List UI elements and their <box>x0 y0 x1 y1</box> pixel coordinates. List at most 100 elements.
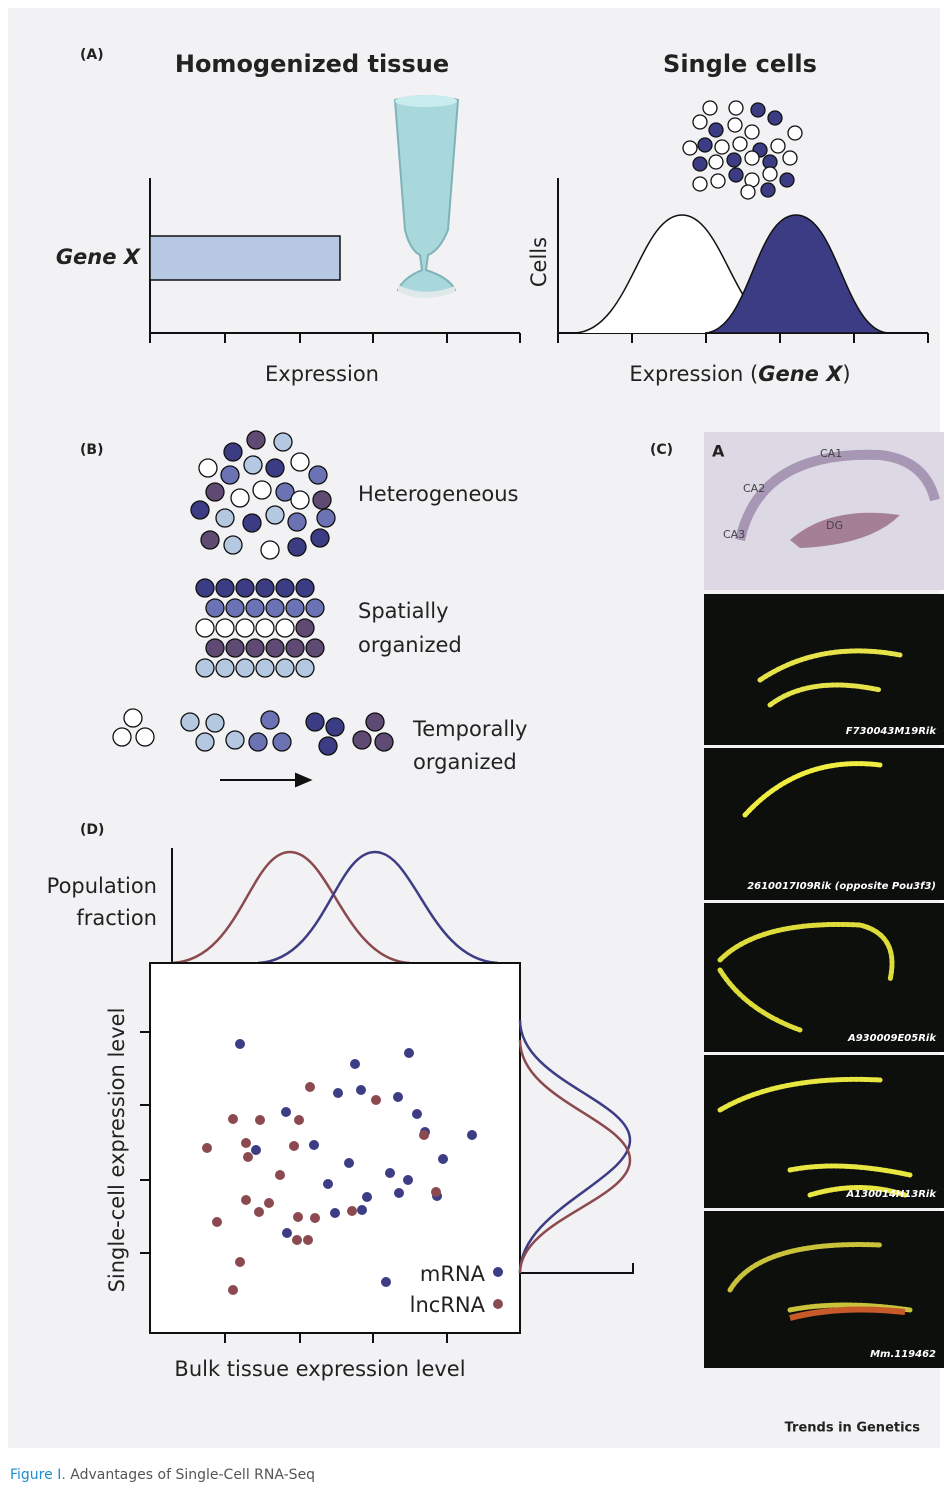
cell <box>224 443 242 461</box>
point <box>431 1187 441 1197</box>
cell <box>231 489 249 507</box>
cell <box>326 718 344 736</box>
point <box>467 1130 477 1140</box>
cell <box>366 713 384 731</box>
cell <box>709 155 723 169</box>
cell <box>291 491 309 509</box>
panel-label: (A) <box>80 47 104 63</box>
cell <box>201 531 219 549</box>
point <box>371 1095 381 1105</box>
page: (A) Homogenized tissue Single cells Gene… <box>0 0 948 1490</box>
label: organized <box>413 750 517 774</box>
point <box>403 1175 413 1185</box>
cell <box>353 731 371 749</box>
cell <box>703 101 717 115</box>
point <box>254 1207 264 1217</box>
cell <box>216 659 234 677</box>
point <box>228 1285 238 1295</box>
cell <box>276 619 294 637</box>
cell <box>728 118 742 132</box>
cell <box>771 139 785 153</box>
cell <box>243 514 261 532</box>
cell <box>256 659 274 677</box>
point <box>294 1115 304 1125</box>
point <box>404 1048 414 1058</box>
cell <box>226 639 244 657</box>
caption: Figure I. Advantages of Single-Cell RNA-… <box>10 1467 315 1483</box>
point <box>281 1107 291 1117</box>
cell <box>266 506 284 524</box>
cell <box>288 513 306 531</box>
point <box>330 1208 340 1218</box>
point <box>385 1168 395 1178</box>
cell <box>226 731 244 749</box>
label: Heterogeneous <box>358 482 518 506</box>
point <box>412 1109 422 1119</box>
cell <box>288 538 306 556</box>
point <box>282 1228 292 1238</box>
cell <box>261 541 279 559</box>
cell <box>317 509 335 527</box>
point <box>264 1198 274 1208</box>
cell <box>206 483 224 501</box>
legend-marker <box>493 1299 503 1309</box>
cell <box>246 639 264 657</box>
cell <box>206 599 224 617</box>
axis-label: Population <box>47 874 157 898</box>
gene-name: A130014H13Rik <box>845 1189 937 1200</box>
histology-label: CA2 <box>743 482 765 495</box>
histology-label: CA3 <box>723 528 745 541</box>
figure: (A) Homogenized tissue Single cells Gene… <box>0 0 948 1490</box>
cell <box>216 619 234 637</box>
cell <box>199 459 217 477</box>
point <box>303 1235 313 1245</box>
ish-image <box>704 748 944 900</box>
cell <box>319 737 337 755</box>
cell <box>221 466 239 484</box>
axis-label: Cells <box>527 237 551 287</box>
gene-name: F730043M19Rik <box>846 726 938 737</box>
histology-label: DG <box>826 519 843 532</box>
legend-label: lncRNA <box>410 1293 486 1317</box>
cell <box>296 579 314 597</box>
cell <box>306 713 324 731</box>
cell <box>709 123 723 137</box>
cell <box>788 126 802 140</box>
histology-label: CA1 <box>820 447 842 460</box>
point <box>333 1088 343 1098</box>
gene-name: 2610017I09Rik (opposite Pou3f3) <box>747 881 936 892</box>
cell <box>236 619 254 637</box>
caption-text: Advantages of Single-Cell RNA-Seq <box>70 1467 315 1483</box>
point <box>275 1170 285 1180</box>
ish-images: F730043M19Rik 2610017I09Rik (opposite Pou… <box>704 594 944 1368</box>
point <box>305 1082 315 1092</box>
cell <box>224 536 242 554</box>
cell <box>236 579 254 597</box>
point <box>381 1277 391 1287</box>
cell <box>253 481 271 499</box>
cell <box>375 733 393 751</box>
gene-name: Mm.119462 <box>870 1349 936 1360</box>
label: Temporally <box>412 717 527 741</box>
cell <box>266 639 284 657</box>
point <box>438 1154 448 1164</box>
cell <box>311 529 329 547</box>
panel-title: Homogenized tissue <box>175 50 449 78</box>
point <box>228 1114 238 1124</box>
panel-label: (D) <box>80 822 104 838</box>
cell <box>124 709 142 727</box>
point <box>235 1039 245 1049</box>
gene-name: A930009E05Rik <box>847 1033 937 1044</box>
cell <box>196 579 214 597</box>
cell <box>745 125 759 139</box>
point <box>293 1212 303 1222</box>
point <box>350 1059 360 1069</box>
cell <box>113 728 131 746</box>
point <box>212 1217 222 1227</box>
cell <box>249 733 267 751</box>
cell <box>136 728 154 746</box>
label: organized <box>358 633 462 657</box>
cell <box>693 115 707 129</box>
cell <box>247 431 265 449</box>
cell <box>741 185 755 199</box>
